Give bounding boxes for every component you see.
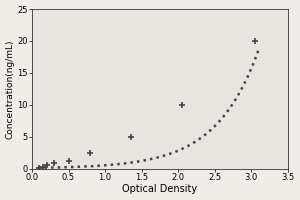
X-axis label: Optical Density: Optical Density bbox=[122, 184, 197, 194]
Y-axis label: Concentration(ng/mL): Concentration(ng/mL) bbox=[6, 39, 15, 139]
